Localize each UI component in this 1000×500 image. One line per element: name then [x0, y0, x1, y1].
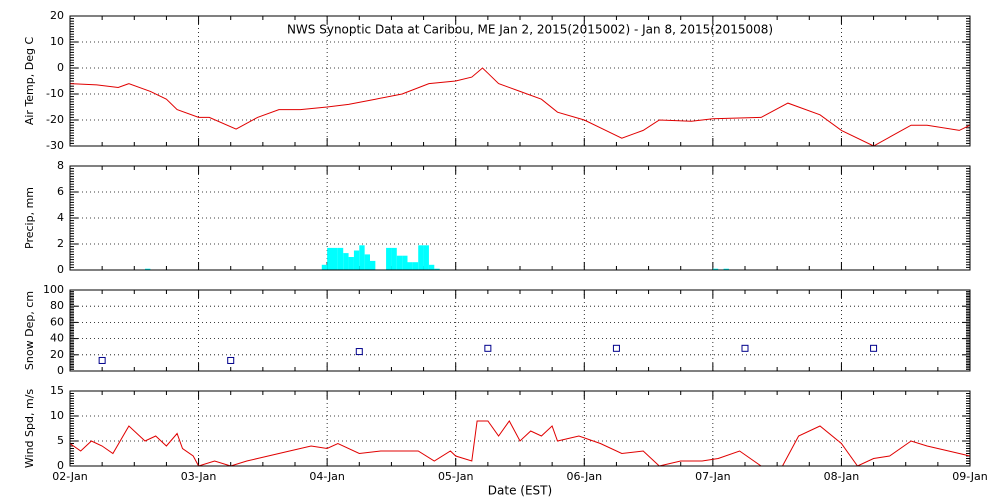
point: [227, 356, 235, 364]
y-tick-label: 0: [57, 364, 64, 377]
panel-frame: [69, 165, 971, 271]
y-tick-label: 8: [57, 159, 64, 172]
bar: [723, 268, 729, 270]
x-tick-label: 08-Jan: [824, 470, 860, 483]
y-tick-label: 0: [57, 263, 64, 276]
point: [870, 344, 878, 352]
bar: [402, 255, 408, 270]
y-tick-label: 40: [50, 332, 64, 345]
x-tick-label: 05-Jan: [438, 470, 474, 483]
bar: [712, 268, 719, 270]
point: [741, 344, 749, 352]
bar: [321, 264, 328, 270]
y-tick-label: 100: [43, 283, 64, 296]
y-tick-label: 80: [50, 299, 64, 312]
bar: [145, 268, 151, 270]
bar: [359, 245, 365, 270]
y-tick-label: -30: [46, 139, 64, 152]
y-axis-label: Wind Spd, m/s: [23, 389, 36, 469]
bar: [370, 260, 376, 270]
x-tick-label: 04-Jan: [309, 470, 345, 483]
x-axis-label: Date (EST): [488, 484, 552, 498]
y-tick-label: 10: [50, 409, 64, 422]
data-line: [70, 67, 970, 146]
bar: [418, 245, 424, 270]
y-tick-label: 0: [57, 459, 64, 472]
bar: [364, 254, 370, 270]
y-axis-label: Air Temp, Deg C: [23, 37, 36, 126]
bar: [396, 255, 403, 270]
x-tick-label: 02-Jan: [52, 470, 88, 483]
y-tick-label: 60: [50, 315, 64, 328]
panel-frame: [69, 289, 971, 372]
panel-frame: [69, 390, 971, 467]
bar: [386, 247, 392, 270]
bar: [353, 250, 360, 270]
y-tick-label: 0: [57, 61, 64, 74]
bar: [332, 247, 338, 270]
y-tick-label: 20: [50, 9, 64, 22]
y-tick-label: 5: [57, 434, 64, 447]
y-tick-label: 2: [57, 237, 64, 250]
y-tick-label: 20: [50, 348, 64, 361]
point: [484, 344, 492, 352]
bar: [407, 262, 413, 270]
panel-frame: [69, 15, 971, 147]
data-line: [70, 420, 970, 466]
y-tick-label: -20: [46, 113, 64, 126]
x-tick-label: 07-Jan: [695, 470, 731, 483]
point: [612, 344, 620, 352]
point: [98, 356, 106, 364]
bar: [434, 268, 440, 270]
y-tick-label: -10: [46, 87, 64, 100]
chart-title: NWS Synoptic Data at Caribou, ME Jan 2, …: [287, 23, 773, 37]
x-tick-label: 06-Jan: [567, 470, 603, 483]
x-tick-label: 09-Jan: [952, 470, 988, 483]
y-tick-label: 4: [57, 211, 64, 224]
bar: [348, 257, 354, 270]
bar: [412, 262, 419, 270]
y-tick-label: 15: [50, 384, 64, 397]
bar: [343, 253, 349, 270]
x-tick-label: 03-Jan: [181, 470, 217, 483]
bar: [423, 245, 429, 270]
y-axis-label: Precip, mm: [23, 187, 36, 249]
y-tick-label: 10: [50, 35, 64, 48]
point: [355, 348, 363, 356]
bar: [391, 247, 397, 270]
bar: [428, 264, 435, 270]
y-tick-label: 6: [57, 185, 64, 198]
bar: [337, 247, 344, 270]
bar: [327, 247, 333, 270]
y-axis-label: Snow Dep, cm: [23, 291, 36, 370]
